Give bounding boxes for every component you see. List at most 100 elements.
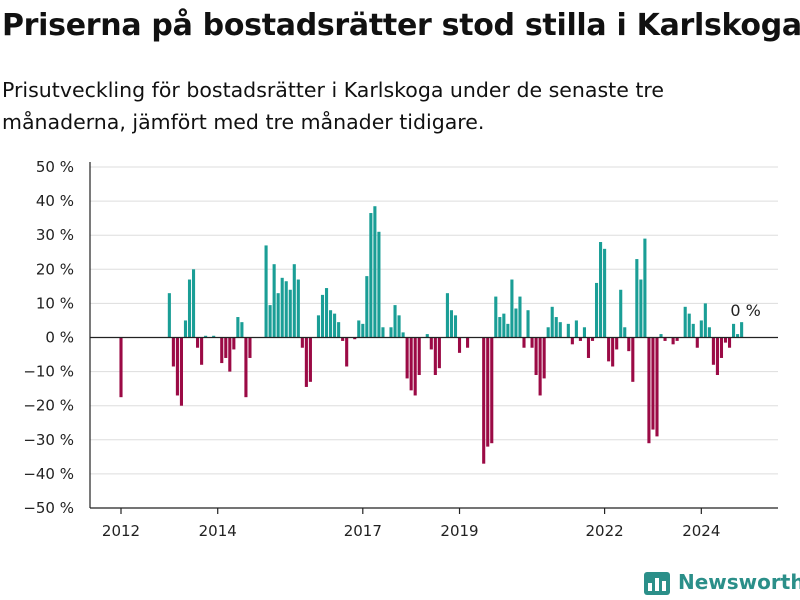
bar bbox=[546, 327, 550, 338]
bar bbox=[417, 337, 421, 376]
bar bbox=[381, 327, 385, 338]
bar bbox=[433, 337, 437, 376]
bar bbox=[224, 337, 228, 358]
axes bbox=[89, 162, 778, 509]
bar bbox=[619, 289, 623, 338]
bar bbox=[280, 277, 284, 338]
bar bbox=[651, 337, 655, 430]
bar bbox=[369, 213, 373, 338]
bar bbox=[691, 323, 695, 338]
x-axis-labels: 2012 2014 2017 2019 2022 2024 bbox=[102, 508, 720, 540]
chart-title: Priserna på bostadsrätter stod stilla i … bbox=[2, 8, 800, 43]
bar bbox=[228, 337, 232, 372]
bar bbox=[466, 337, 470, 348]
y-tick-label: −10 % bbox=[23, 363, 74, 381]
last-value-label: 0 % bbox=[730, 301, 760, 320]
bar bbox=[357, 320, 361, 338]
bar bbox=[276, 293, 280, 338]
bar bbox=[671, 337, 675, 345]
bar bbox=[558, 322, 562, 338]
bar bbox=[719, 337, 724, 358]
bar bbox=[284, 281, 288, 338]
bar bbox=[397, 315, 401, 338]
bar bbox=[506, 323, 510, 338]
bar bbox=[171, 337, 175, 367]
bar bbox=[333, 313, 337, 338]
x-tick-label: 2022 bbox=[586, 522, 624, 540]
bar bbox=[599, 242, 603, 338]
bar bbox=[167, 293, 171, 338]
y-tick-label: −30 % bbox=[23, 431, 74, 449]
bar bbox=[687, 313, 691, 338]
bar bbox=[711, 337, 715, 365]
bar bbox=[179, 337, 183, 406]
bar bbox=[514, 308, 518, 338]
bar bbox=[594, 282, 599, 338]
bar bbox=[683, 306, 687, 338]
bar bbox=[647, 337, 651, 444]
bar bbox=[248, 337, 252, 358]
y-tick-label: 0 % bbox=[45, 329, 74, 347]
bar bbox=[703, 303, 707, 338]
bar bbox=[550, 306, 554, 338]
bar bbox=[236, 317, 240, 338]
bar bbox=[365, 276, 369, 338]
bar bbox=[405, 337, 409, 379]
bar bbox=[530, 337, 534, 348]
bar bbox=[707, 327, 711, 338]
bar bbox=[413, 337, 417, 396]
bar bbox=[582, 327, 586, 338]
y-tick-label: 30 % bbox=[36, 226, 74, 244]
bar bbox=[566, 323, 570, 338]
brand: Newsworthy bbox=[644, 566, 800, 598]
bar bbox=[361, 323, 365, 338]
bar bbox=[534, 337, 538, 376]
bar bbox=[389, 327, 393, 338]
bars bbox=[119, 206, 744, 464]
bar bbox=[445, 293, 449, 338]
bar bbox=[740, 322, 744, 338]
bar bbox=[736, 334, 740, 338]
annotations: 0 % bbox=[730, 301, 760, 320]
bar bbox=[603, 248, 607, 338]
bar bbox=[393, 305, 397, 338]
bar bbox=[643, 238, 647, 338]
bar bbox=[308, 337, 312, 382]
y-tick-label: −40 % bbox=[23, 465, 74, 483]
bar bbox=[732, 323, 736, 338]
bar bbox=[240, 322, 244, 338]
bar bbox=[607, 337, 611, 362]
bar bbox=[183, 320, 188, 338]
y-tick-label: 20 % bbox=[36, 260, 74, 278]
bar bbox=[663, 337, 667, 341]
bar bbox=[337, 322, 341, 338]
bar bbox=[401, 332, 405, 338]
bar bbox=[324, 288, 329, 338]
bar bbox=[288, 289, 292, 338]
bar bbox=[615, 337, 619, 350]
bar bbox=[437, 337, 441, 369]
bar bbox=[715, 337, 719, 376]
bar bbox=[425, 334, 429, 338]
bar bbox=[345, 337, 349, 367]
bar bbox=[457, 337, 462, 353]
bar bbox=[175, 337, 179, 396]
bar bbox=[631, 337, 635, 382]
bar bbox=[590, 337, 595, 341]
bar bbox=[449, 310, 454, 338]
bar bbox=[494, 296, 498, 338]
bar bbox=[635, 259, 639, 338]
bar bbox=[570, 337, 574, 345]
bar bbox=[639, 279, 643, 338]
bar bbox=[727, 337, 732, 348]
bar bbox=[292, 264, 296, 338]
bar bbox=[574, 320, 578, 338]
bar bbox=[490, 337, 494, 444]
bar bbox=[304, 337, 308, 387]
bar bbox=[586, 337, 591, 358]
bar bbox=[627, 337, 631, 352]
bar bbox=[723, 337, 728, 343]
bar bbox=[578, 337, 582, 341]
x-tick-label: 2024 bbox=[682, 522, 720, 540]
